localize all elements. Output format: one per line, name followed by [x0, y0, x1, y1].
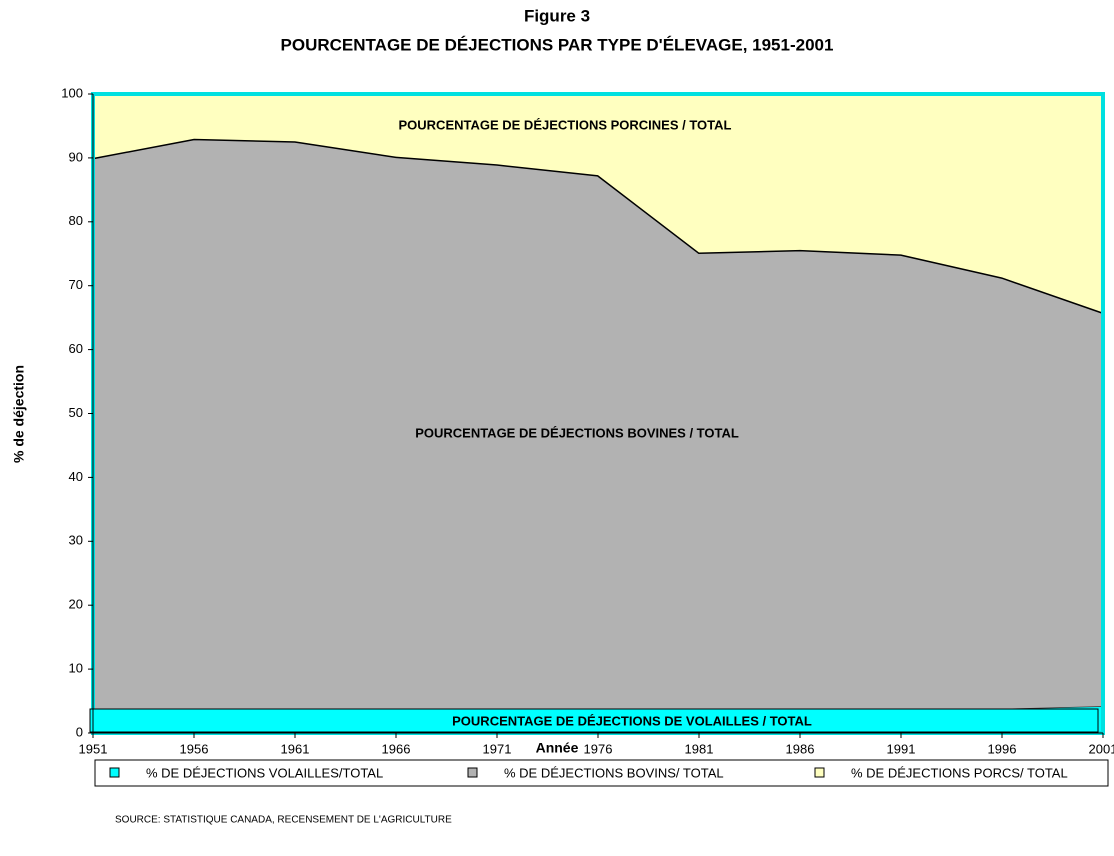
source: SOURCE: STATISTIQUE CANADA, RECENSEMENT …: [115, 815, 452, 826]
annotation-box: [89, 708, 1099, 733]
y-tick-label: 70: [69, 277, 83, 292]
legend-swatch: [467, 767, 478, 778]
legend-label: % DE DÉJECTIONS VOLAILLES/TOTAL: [146, 765, 383, 780]
x-tick-label: 2001: [1089, 741, 1114, 756]
x-tick-label: 1951: [79, 741, 108, 756]
x-tick-label: 1991: [887, 741, 916, 756]
annotation: POURCENTAGE DE DÉJECTIONS BOVINES / TOTA…: [415, 425, 739, 440]
legend-box: [94, 759, 1109, 787]
chart-title: Figure 3: [524, 6, 590, 25]
x-tick-label: 1996: [988, 741, 1017, 756]
area: [93, 94, 1103, 313]
y-tick-label: 100: [61, 85, 83, 100]
y-tick-label: 30: [69, 533, 83, 548]
y-tick-label: 90: [69, 149, 83, 164]
chart-subtitle: POURCENTAGE DE DÉJECTIONS PAR TYPE D'ÉLE…: [281, 35, 834, 54]
y-tick-label: 80: [69, 213, 83, 228]
x-tick-label: 1976: [584, 741, 613, 756]
annotation: POURCENTAGE DE DÉJECTIONS DE VOLAILLES /…: [452, 713, 812, 728]
legend-swatch: [814, 767, 825, 778]
x-tick-label: 1986: [786, 741, 815, 756]
y-tick-label: 0: [76, 724, 83, 739]
x-axis-label: Année: [536, 740, 579, 756]
x-tick-label: 1961: [281, 741, 310, 756]
y-tick-label: 10: [69, 661, 83, 676]
y-axis-label: % de déjection: [11, 365, 27, 463]
y-tick-label: 40: [69, 469, 83, 484]
legend-label: % DE DÉJECTIONS PORCS/ TOTAL: [851, 765, 1068, 780]
x-tick-label: 1956: [180, 741, 209, 756]
legend-label: % DE DÉJECTIONS BOVINS/ TOTAL: [504, 765, 724, 780]
x-tick-label: 1966: [382, 741, 411, 756]
x-tick-label: 1971: [483, 741, 512, 756]
y-tick-label: 20: [69, 597, 83, 612]
y-tick-label: 60: [69, 341, 83, 356]
annotation: POURCENTAGE DE DÉJECTIONS PORCINES / TOT…: [399, 117, 732, 132]
x-tick-label: 1981: [685, 741, 714, 756]
legend-swatch: [109, 767, 120, 778]
area: [93, 138, 1103, 719]
y-tick-label: 50: [69, 405, 83, 420]
